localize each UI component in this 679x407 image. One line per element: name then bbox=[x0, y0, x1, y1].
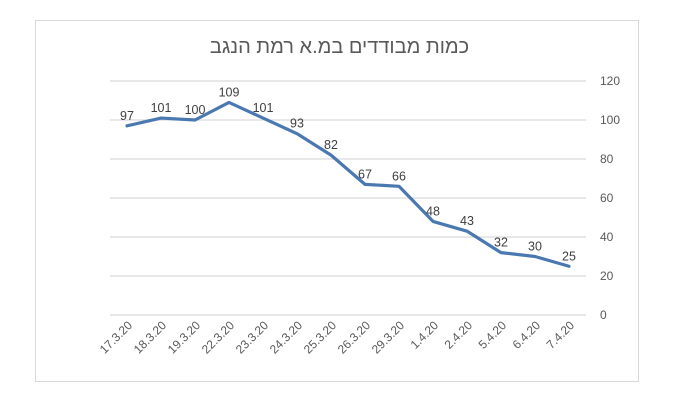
y-tick-label: 120 bbox=[600, 74, 620, 88]
data-label: 48 bbox=[426, 204, 440, 218]
x-tick-label: 23.3.20 bbox=[233, 318, 271, 356]
data-label: 101 bbox=[253, 101, 274, 115]
x-tick-label: 1.4.20 bbox=[408, 318, 442, 352]
data-labels: 97 101 100 109 101 93 82 67 66 48 43 32 30 25 bbox=[120, 85, 576, 263]
data-label: 100 bbox=[185, 103, 206, 117]
x-tick-label: 18.3.20 bbox=[131, 318, 169, 356]
data-label: 97 bbox=[120, 109, 134, 123]
x-tick-label: 17.3.20 bbox=[97, 318, 135, 356]
chart-title: כמות מבודדים במ.א רמת הנגב bbox=[209, 36, 470, 58]
chart-frame bbox=[35, 20, 639, 382]
x-axis-ticks: 17.3.2018.3.2019.3.2022.3.2023.3.2024.3.… bbox=[97, 318, 577, 356]
x-tick-label: 24.3.20 bbox=[267, 318, 305, 356]
x-tick-label: 2.4.20 bbox=[442, 318, 476, 352]
y-axis-ticks: 0 20 40 60 80 100 120 bbox=[600, 74, 620, 322]
data-label: 82 bbox=[324, 138, 338, 152]
data-label: 109 bbox=[219, 85, 240, 99]
y-tick-label: 0 bbox=[600, 308, 607, 322]
data-label: 101 bbox=[151, 101, 172, 115]
series-line bbox=[125, 100, 571, 268]
x-tick-label: 6.4.20 bbox=[510, 318, 544, 352]
y-tick-label: 40 bbox=[600, 230, 614, 244]
data-label: 32 bbox=[494, 236, 508, 250]
data-label: 67 bbox=[358, 167, 372, 181]
y-tick-label: 100 bbox=[600, 113, 620, 127]
gridlines bbox=[110, 80, 586, 316]
x-tick-label: 25.3.20 bbox=[301, 318, 339, 356]
y-tick-label: 20 bbox=[600, 269, 614, 283]
x-tick-label: 19.3.20 bbox=[165, 318, 203, 356]
data-label: 66 bbox=[392, 169, 406, 183]
x-tick-label: 7.4.20 bbox=[544, 318, 578, 352]
data-label: 93 bbox=[290, 117, 304, 131]
y-tick-label: 60 bbox=[600, 191, 614, 205]
x-tick-label: 26.3.20 bbox=[335, 318, 373, 356]
x-tick-label: 22.3.20 bbox=[199, 318, 237, 356]
x-tick-label: 5.4.20 bbox=[476, 318, 510, 352]
data-label: 43 bbox=[460, 214, 474, 228]
y-tick-label: 80 bbox=[600, 152, 614, 166]
data-label: 30 bbox=[528, 240, 542, 254]
x-tick-label: 29.3.20 bbox=[369, 318, 407, 356]
data-label: 25 bbox=[562, 249, 576, 263]
